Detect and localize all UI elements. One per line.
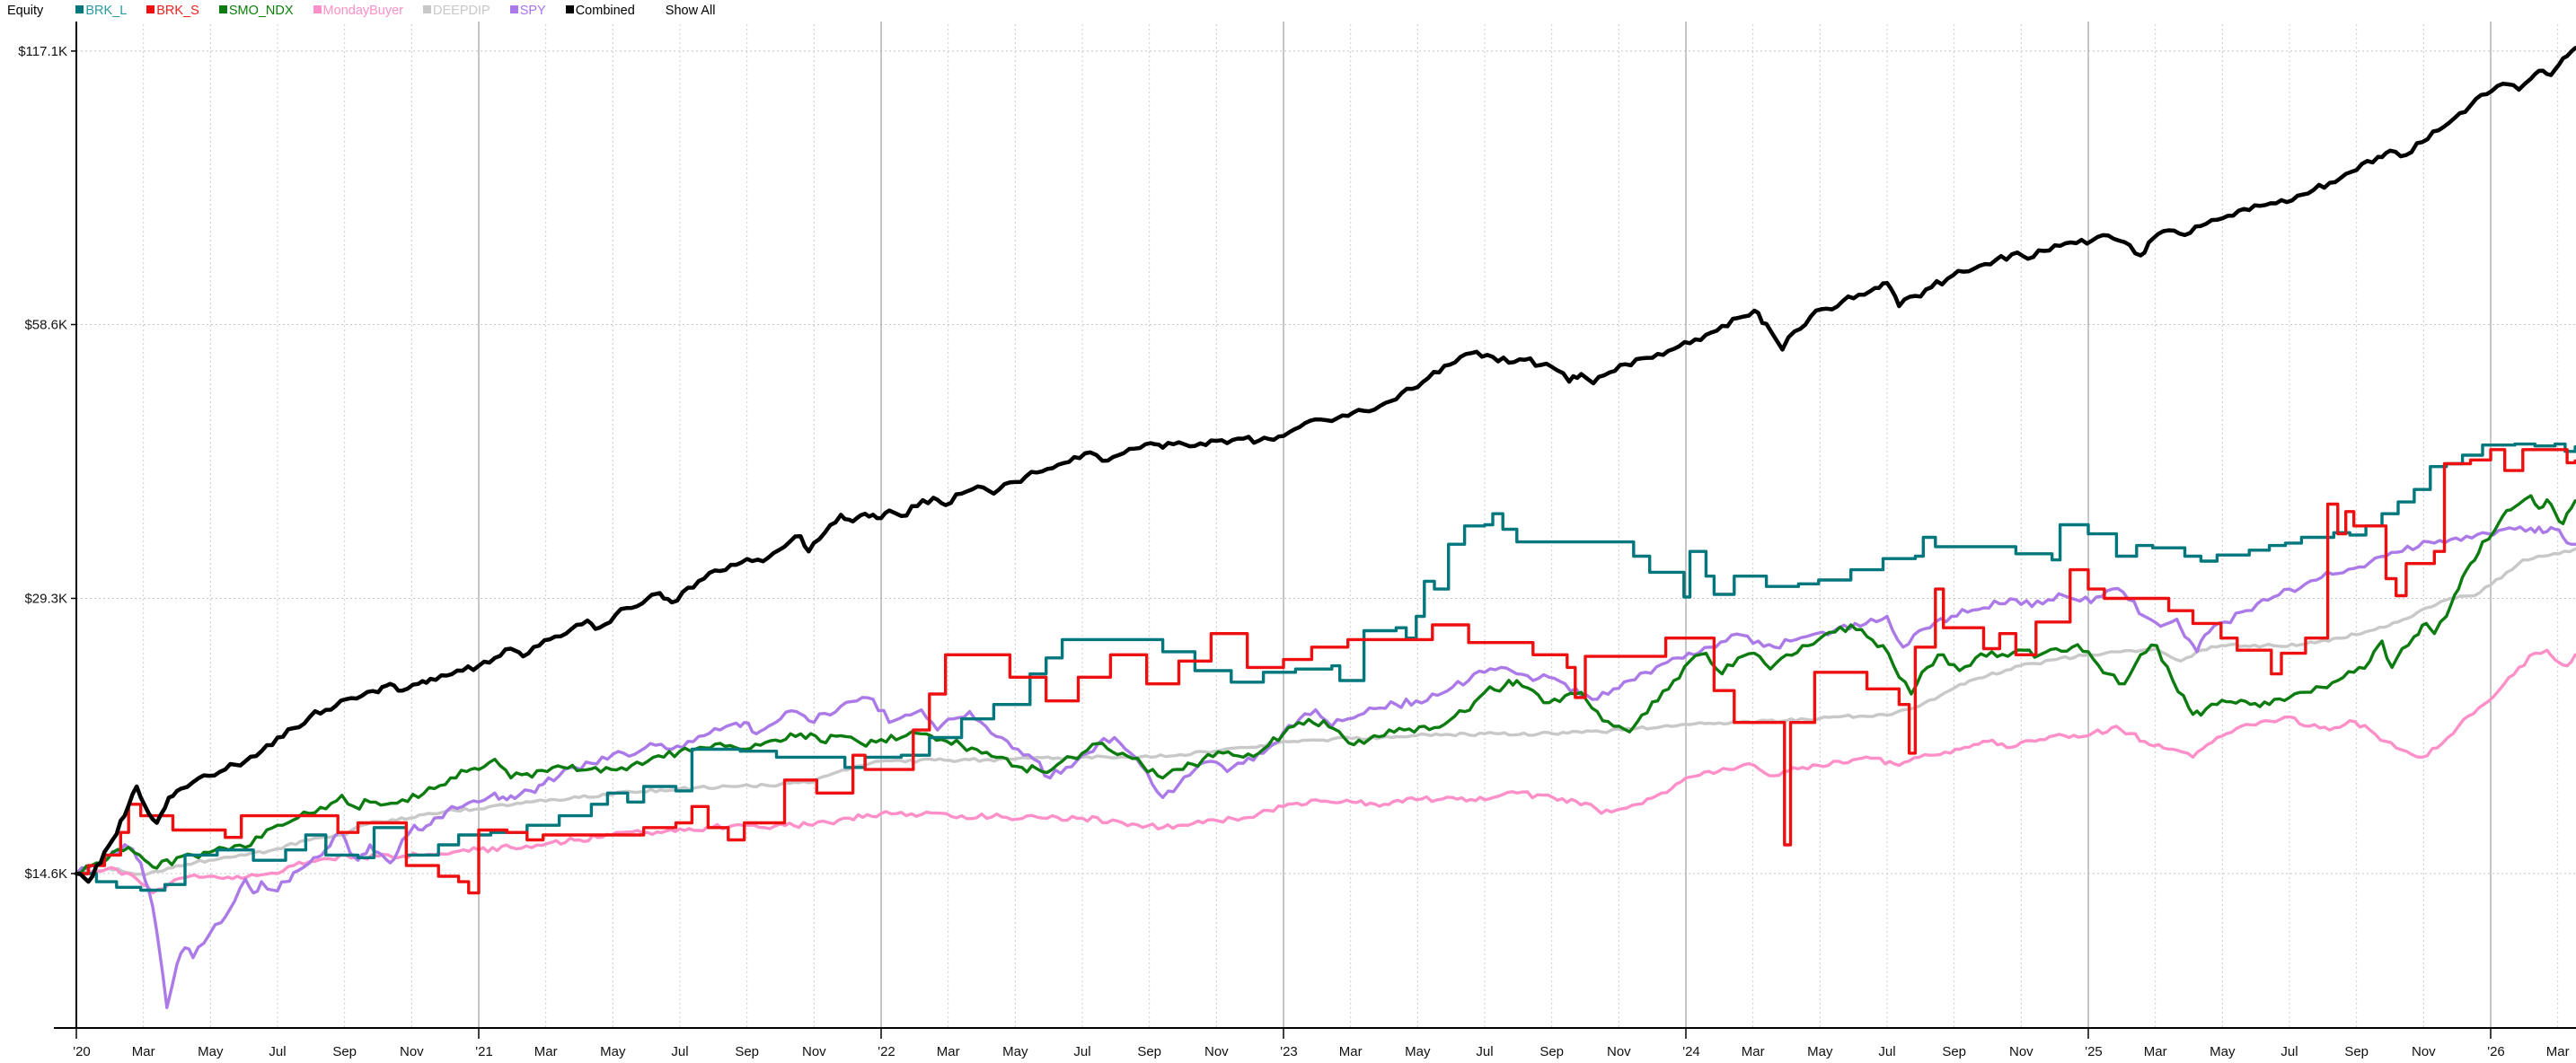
x-month-label: May	[2210, 1044, 2236, 1059]
legend-label-BRK_S: BRK_S	[156, 4, 199, 18]
legend-swatch-MondayBuyer	[313, 4, 322, 13]
x-year-label: '25	[2085, 1044, 2103, 1059]
x-month-label: Mar	[2546, 1044, 2570, 1059]
legend-item-Combined[interactable]: Combined	[565, 4, 635, 18]
legend-items: BRK_L BRK_S SMO_NDX MondayBuyer DEEPDIP SPY Co…	[75, 4, 654, 18]
y-axis-label: $14.6K	[24, 866, 67, 882]
legend-label-MondayBuyer: MondayBuyer	[322, 4, 404, 18]
legend-label-DEEPDIP: DEEPDIP	[433, 4, 490, 18]
x-month-label: Jul	[2280, 1044, 2298, 1059]
x-month-label: Mar	[1742, 1044, 1765, 1059]
x-month-label: Sep	[735, 1044, 759, 1059]
x-month-label: Mar	[1339, 1044, 1363, 1059]
legend-swatch-SPY	[509, 4, 518, 13]
x-month-label: Mar	[937, 1044, 960, 1059]
x-month-label: Jul	[1073, 1044, 1090, 1059]
legend-swatch-SMO_NDX	[218, 4, 227, 13]
x-year-label: '20	[73, 1044, 91, 1059]
x-month-label: May	[600, 1044, 626, 1059]
legend-swatch-DEEPDIP	[423, 4, 432, 13]
series-line-DEEPDIP	[75, 547, 2576, 877]
legend-swatch-BRK_L	[75, 4, 84, 13]
x-year-label: '22	[878, 1044, 895, 1059]
legend-item-BRK_S[interactable]: BRK_S	[146, 4, 199, 18]
legend-item-SMO_NDX[interactable]: SMO_NDX	[218, 4, 294, 18]
series-line-SMO_NDX	[75, 494, 2576, 875]
show-all-button[interactable]: Show All	[665, 4, 716, 18]
x-year-label: '23	[1280, 1044, 1298, 1059]
legend-label-Combined: Combined	[575, 4, 635, 18]
x-month-label: Mar	[132, 1044, 155, 1059]
legend-item-DEEPDIP[interactable]: DEEPDIP	[423, 4, 490, 18]
x-month-label: Jul	[1878, 1044, 1895, 1059]
legend-item-BRK_L[interactable]: BRK_L	[75, 4, 127, 18]
legend-swatch-BRK_S	[146, 4, 155, 13]
series-line-BRK_L	[75, 442, 2576, 892]
legend-title: Equity	[7, 4, 44, 18]
x-month-label: May	[1807, 1044, 1833, 1059]
x-month-label: Nov	[1607, 1044, 1631, 1059]
x-month-label: Nov	[2412, 1044, 2436, 1059]
x-month-label: Sep	[2344, 1044, 2369, 1059]
series-line-Combined	[74, 46, 2576, 884]
series-line-BRK_S	[75, 448, 2576, 895]
x-month-label: May	[1405, 1044, 1431, 1059]
x-month-label: Sep	[332, 1044, 357, 1059]
x-month-label: Mar	[2144, 1044, 2167, 1059]
x-month-label: Jul	[671, 1044, 688, 1059]
x-month-label: Nov	[2009, 1044, 2033, 1059]
series-line-SPY	[75, 525, 2576, 1009]
x-month-label: Nov	[400, 1044, 424, 1059]
legend-label-SPY: SPY	[519, 4, 546, 18]
x-month-label: Jul	[269, 1044, 286, 1059]
x-month-label: Sep	[1137, 1044, 1161, 1059]
x-month-label: Sep	[1539, 1044, 1564, 1059]
chart-legend: Equity BRK_L BRK_S SMO_NDX MondayBuyer DEEPD…	[0, 0, 2576, 22]
x-month-label: Jul	[1476, 1044, 1493, 1059]
series-line-MondayBuyer	[75, 648, 2576, 895]
x-year-label: '26	[2487, 1044, 2505, 1059]
x-month-label: Nov	[1204, 1044, 1229, 1059]
x-month-label: Mar	[534, 1044, 558, 1059]
x-month-label: May	[198, 1044, 224, 1059]
x-month-label: Sep	[1942, 1044, 1966, 1059]
x-year-label: '21	[475, 1044, 493, 1059]
x-month-label: Nov	[802, 1044, 826, 1059]
legend-label-SMO_NDX: SMO_NDX	[228, 4, 294, 18]
y-axis-label: $29.3K	[24, 591, 67, 606]
legend-label-BRK_L: BRK_L	[85, 4, 128, 18]
y-axis-label: $117.1K	[18, 44, 67, 59]
y-axis-label: $58.6K	[24, 317, 67, 332]
legend-item-MondayBuyer[interactable]: MondayBuyer	[313, 4, 403, 18]
legend-swatch-Combined	[565, 4, 574, 13]
legend-item-SPY[interactable]: SPY	[509, 4, 546, 18]
x-year-label: '24	[1682, 1044, 1700, 1059]
x-month-label: May	[1002, 1044, 1028, 1059]
